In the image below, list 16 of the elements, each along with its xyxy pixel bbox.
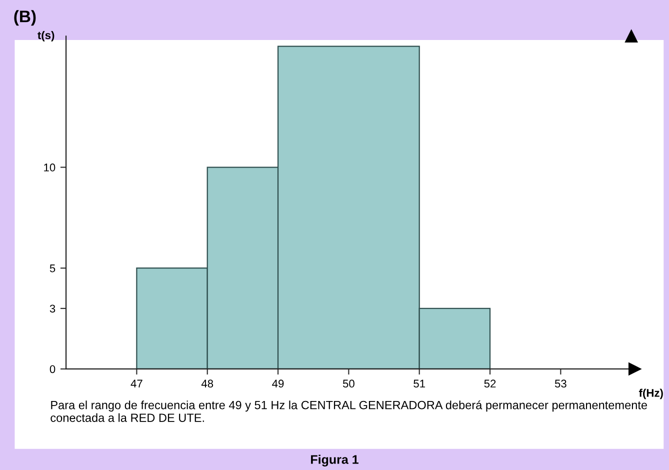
chart-title: (B) [14,10,36,26]
x-tick-label: 50 [342,380,354,388]
x-tick-label: 52 [484,380,496,388]
x-tick-label: 53 [554,380,566,388]
y-axis-title: t(s) [38,31,54,42]
y-tick-label: 10 [44,164,56,172]
x-tick-label: 49 [272,380,284,388]
x-tick-label: 47 [130,380,142,388]
x-axis-title: f(Hz) [638,388,663,400]
x-tick-label: 48 [201,380,214,388]
y-tick-label: 3 [50,304,56,313]
x-tick-label: 51 [414,380,425,388]
y-tick-label: 0 [50,365,56,374]
y-tick-label: 5 [50,264,56,272]
text: Figura 1 [311,454,358,466]
text: Para el rango de frecuencia entre 49 y 51 Hz la CENTRAL GENERADORA deberá permanecer permanentemente conectada a la RED DE UTE. [50,400,648,422]
